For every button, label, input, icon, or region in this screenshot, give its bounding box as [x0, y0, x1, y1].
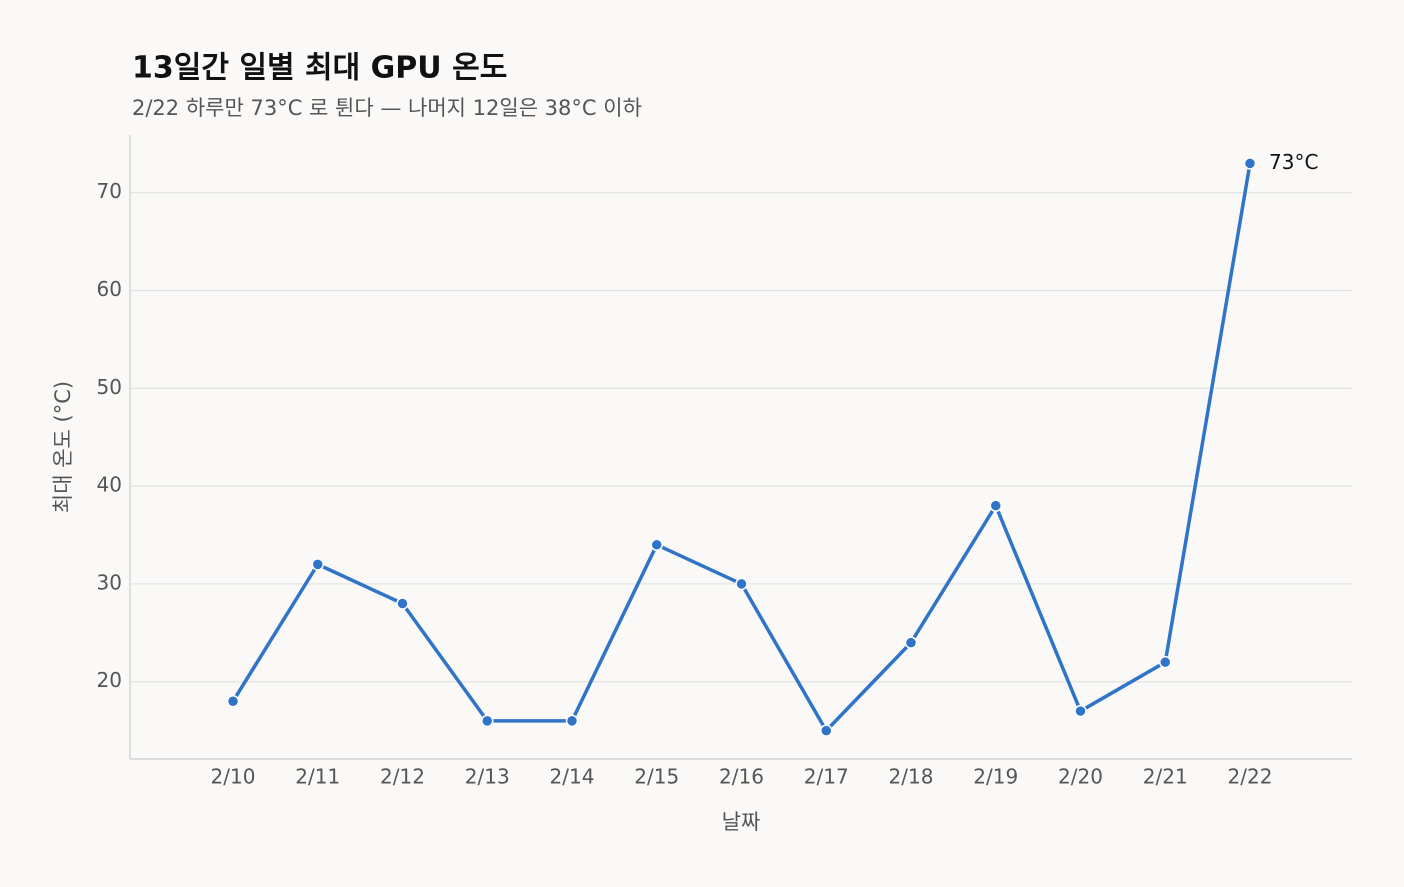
data-point [820, 724, 833, 737]
y-axis-label: 최대 온도 (°C) [51, 381, 75, 513]
y-tick-label: 50 [97, 375, 122, 399]
x-tick-label: 2/19 [973, 765, 1018, 789]
data-point [904, 636, 918, 649]
data-point [650, 538, 663, 552]
data-point [1074, 704, 1087, 718]
x-tick-label: 2/14 [550, 765, 595, 789]
y-tick-label: 70 [97, 179, 122, 203]
x-tick-label: 2/15 [634, 765, 679, 789]
x-tick-label: 2/10 [211, 765, 256, 789]
x-tick-label: 2/11 [295, 765, 340, 789]
data-point [735, 577, 748, 591]
x-axis-label: 날짜 [722, 810, 761, 834]
x-tick-label: 2/16 [719, 765, 764, 789]
y-tick-label: 60 [97, 277, 122, 301]
data-point [565, 714, 579, 728]
data-point [396, 597, 409, 610]
x-tick-label: 2/12 [380, 765, 425, 789]
chart-subtitle: 2/22 하루만 73°C 로 튄다 — 나머지 12일은 38°C 이하 [132, 96, 642, 120]
x-tick-label: 2/20 [1058, 765, 1103, 789]
x-tick-label: 2/18 [889, 765, 934, 789]
data-point [481, 714, 494, 728]
data-point [1243, 157, 1257, 170]
chart-title: 13일간 일별 최대 GPU 온도 [132, 51, 507, 86]
y-tick-label: 30 [97, 570, 122, 594]
x-tick-label: 2/22 [1228, 765, 1273, 789]
data-point [1159, 655, 1172, 669]
x-tick-label: 2/21 [1143, 765, 1188, 789]
y-tick-label: 20 [97, 668, 122, 692]
data-point [311, 558, 324, 571]
x-tick-label: 2/17 [804, 765, 849, 789]
y-tick-label: 40 [97, 473, 122, 497]
data-point [989, 499, 1002, 512]
data-point [226, 695, 240, 708]
data-label: 73°C [1269, 150, 1318, 174]
x-tick-label: 2/13 [465, 765, 510, 789]
